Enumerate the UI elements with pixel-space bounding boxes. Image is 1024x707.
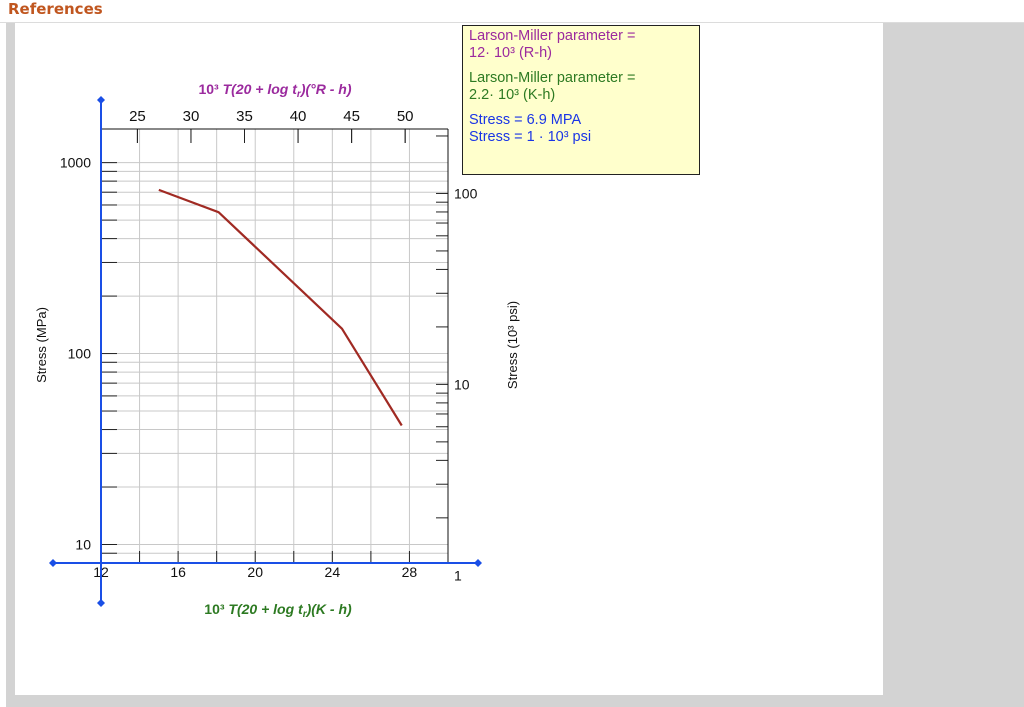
- top-axis-title: 10³ T(20 + log tr)(°R - h): [198, 81, 351, 100]
- info-box: Larson-Miller parameter = 12· 10³ (R-h) …: [462, 25, 700, 175]
- header: References: [0, 0, 1024, 22]
- top-tick-label: 30: [183, 108, 200, 125]
- top-tick-label: 45: [343, 108, 360, 125]
- info-line-5: Stress = 6.9 MPA: [469, 112, 582, 128]
- left-tick-label: 10: [75, 536, 91, 552]
- axis-handle-bottom: [97, 599, 105, 607]
- larson-miller-curve: [158, 188, 403, 427]
- axis-handle-top: [97, 96, 105, 104]
- axis-handle-right: [474, 559, 482, 567]
- right-tick-label: 1: [454, 567, 462, 583]
- right-axis-title: Stress (10³ psi): [505, 301, 520, 389]
- references-title[interactable]: References: [8, 0, 103, 18]
- left-tick-label: 1000: [60, 155, 91, 171]
- bottom-tick-label: 24: [325, 564, 341, 580]
- bottom-axis-title: 10³ T(20 + log tr)(K - h): [204, 601, 352, 620]
- top-tick-label: 25: [129, 108, 146, 125]
- top-tick-label: 35: [236, 108, 253, 125]
- bottom-tick-label: 28: [402, 564, 418, 580]
- info-line-2: 12· 10³ (R-h): [469, 45, 552, 61]
- axis-handle-left: [49, 559, 57, 567]
- info-line-1: Larson-Miller parameter =: [469, 28, 636, 44]
- right-tick-label: 100: [454, 185, 478, 201]
- right-tick-label: 10: [454, 376, 470, 392]
- bottom-tick-label: 16: [170, 564, 186, 580]
- header-divider: [0, 22, 1024, 23]
- info-line-6: Stress = 1 · 10³ psi: [469, 129, 592, 145]
- left-tick-label: 100: [68, 346, 92, 362]
- chart-panel: [15, 23, 883, 695]
- top-tick-label: 50: [397, 108, 414, 125]
- bottom-tick-label: 20: [247, 564, 263, 580]
- left-axis-title: Stress (MPa): [34, 307, 49, 383]
- info-line-3: Larson-Miller parameter =: [469, 70, 636, 86]
- top-tick-label: 40: [290, 108, 307, 125]
- info-line-4: 2.2· 10³ (K-h): [469, 87, 556, 103]
